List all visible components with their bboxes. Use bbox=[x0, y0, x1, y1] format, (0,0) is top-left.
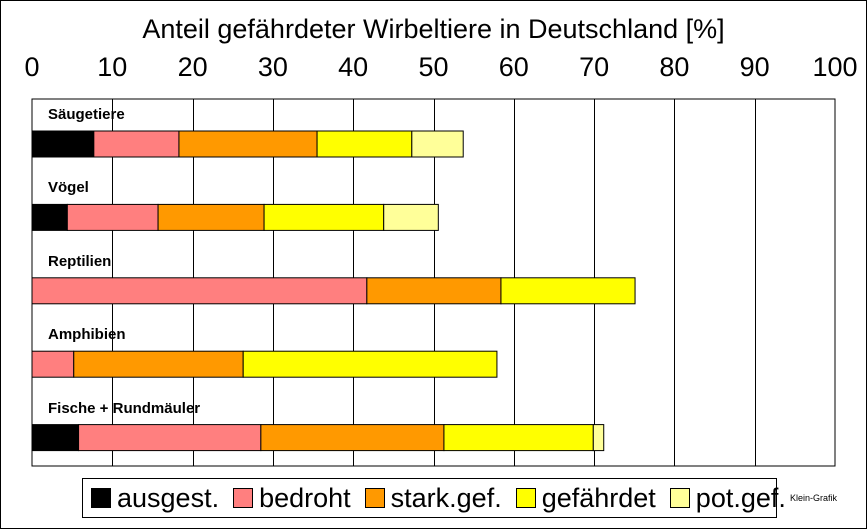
x-tick-label: 30 bbox=[257, 52, 288, 82]
x-tick-label: 90 bbox=[739, 52, 770, 82]
category-label: Vögel bbox=[48, 179, 89, 197]
bar-segment bbox=[316, 130, 413, 158]
legend-label: gefährdet bbox=[541, 482, 656, 513]
bar-segment bbox=[366, 277, 502, 305]
bar-segment bbox=[443, 424, 594, 452]
legend-item: ausgest. bbox=[91, 483, 219, 514]
category-label: Säugetiere bbox=[48, 106, 125, 123]
category-label: Fische + Rundmäuler bbox=[48, 399, 201, 417]
bar-segment bbox=[31, 424, 80, 452]
bar-segment bbox=[383, 203, 439, 231]
legend-swatch bbox=[364, 488, 385, 508]
category-label: Amphibien bbox=[48, 326, 126, 344]
bar-segment bbox=[500, 277, 636, 305]
x-tick-label: 50 bbox=[418, 52, 449, 82]
bar-segment bbox=[411, 130, 464, 158]
legend-item: stark.gef. bbox=[364, 482, 502, 514]
x-tick-label: 10 bbox=[97, 52, 128, 82]
x-tick-label: 60 bbox=[498, 52, 529, 82]
legend-item: gefährdet bbox=[515, 482, 656, 514]
legend-swatch bbox=[515, 488, 536, 508]
legend-swatch bbox=[91, 488, 111, 508]
bar-segment bbox=[66, 203, 159, 231]
bar-segment bbox=[93, 130, 180, 158]
bar-segment bbox=[31, 130, 95, 158]
legend-swatch bbox=[233, 488, 254, 508]
legend-label: bedroht bbox=[259, 482, 351, 513]
bar-segment bbox=[260, 424, 445, 452]
legend-item: pot.gef. bbox=[669, 482, 786, 514]
bar-segment bbox=[157, 203, 265, 231]
chart-title: Anteil gefährdeter Wirbeltiere in Deutsc… bbox=[142, 14, 725, 44]
credit-label: Klein-Grafik bbox=[790, 493, 838, 503]
bar-segment bbox=[592, 424, 605, 452]
bar-segment bbox=[31, 350, 75, 378]
bar-segment bbox=[73, 350, 244, 378]
x-tick-label: 0 bbox=[24, 52, 40, 82]
x-tick-label: 40 bbox=[338, 52, 369, 82]
x-tick-label: 80 bbox=[659, 52, 690, 82]
legend-swatch bbox=[669, 488, 690, 508]
legend-label: stark.gef. bbox=[390, 482, 502, 513]
legend-label: pot.gef. bbox=[695, 482, 786, 513]
x-tick-label: 70 bbox=[579, 52, 610, 82]
category-label: Reptilien bbox=[48, 252, 112, 270]
legend-item: bedroht bbox=[233, 483, 351, 514]
bar-segment bbox=[263, 203, 385, 231]
bar-segment bbox=[242, 350, 498, 378]
bar-segment bbox=[178, 130, 318, 158]
bar-segment bbox=[31, 277, 368, 305]
bar-segment bbox=[78, 424, 262, 452]
legend-label: ausgest. bbox=[117, 482, 220, 513]
legend: ausgest. bedroht stark.gef. gefährdet pot.ge… bbox=[82, 478, 786, 518]
x-tick-label: 100 bbox=[812, 52, 858, 82]
x-tick-label: 20 bbox=[177, 52, 208, 82]
bar-segment bbox=[31, 203, 68, 231]
